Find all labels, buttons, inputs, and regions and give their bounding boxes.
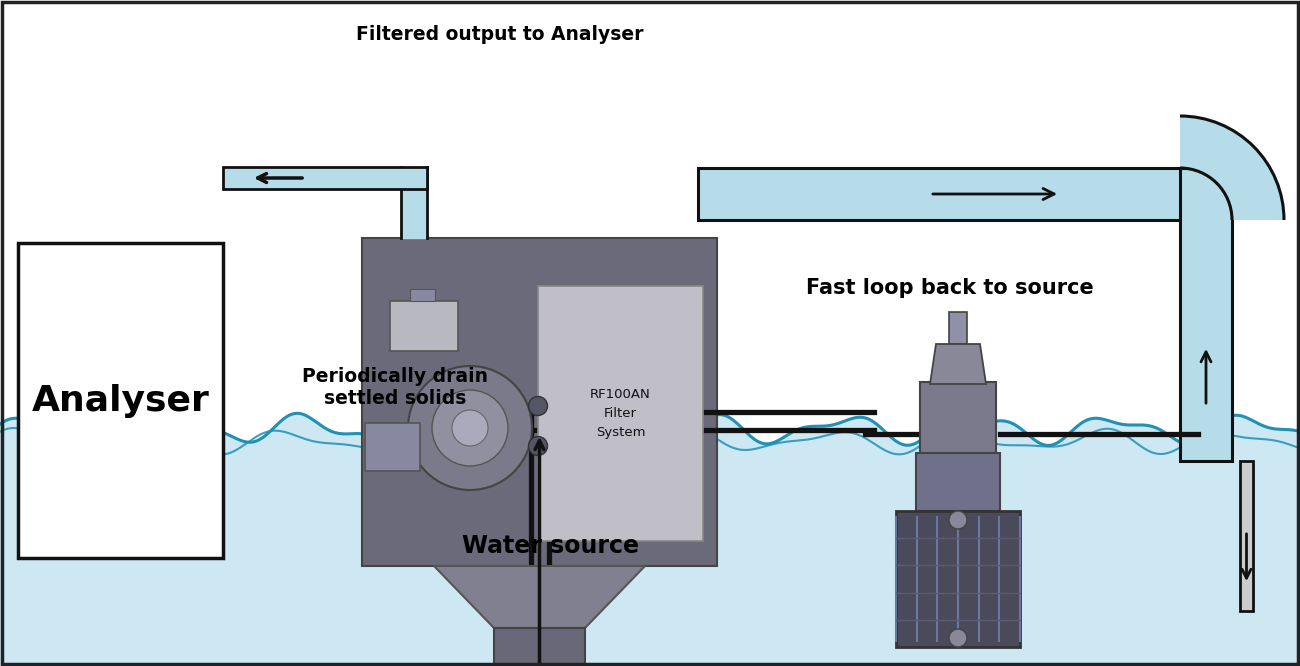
Bar	[896, 511, 1020, 647]
Circle shape	[949, 511, 967, 529]
Polygon shape	[930, 344, 985, 384]
Circle shape	[408, 366, 532, 490]
Bar	[916, 453, 1000, 511]
Circle shape	[529, 436, 547, 456]
Bar	[410, 289, 436, 301]
Circle shape	[529, 396, 547, 416]
Text: Fast loop back to source: Fast loop back to source	[806, 278, 1093, 298]
Bar	[18, 243, 224, 558]
Polygon shape	[434, 566, 645, 628]
Text: Filtered output to Analyser: Filtered output to Analyser	[356, 25, 644, 43]
Bar	[920, 382, 996, 457]
Bar	[390, 301, 458, 351]
Text: Water source: Water source	[462, 534, 638, 558]
Bar	[949, 312, 967, 344]
Bar	[698, 168, 1232, 220]
Bar	[494, 628, 585, 666]
Bar	[365, 423, 420, 471]
Text: Periodically drain
settled solids: Periodically drain settled solids	[302, 368, 488, 408]
Bar	[224, 167, 428, 189]
Bar	[1240, 461, 1253, 611]
Circle shape	[949, 629, 967, 647]
Bar	[361, 238, 718, 566]
Polygon shape	[1180, 116, 1284, 220]
Circle shape	[452, 410, 488, 446]
Bar	[538, 286, 703, 541]
Polygon shape	[0, 412, 1300, 666]
Bar	[1180, 168, 1232, 461]
Circle shape	[432, 390, 508, 466]
Text: Analyser: Analyser	[31, 384, 209, 418]
Text: RF100AN
Filter
System: RF100AN Filter System	[590, 388, 651, 439]
